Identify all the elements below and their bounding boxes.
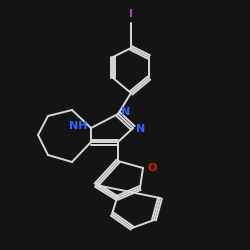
Text: I: I <box>129 9 133 19</box>
Text: N: N <box>121 107 130 117</box>
Text: NH: NH <box>68 121 87 131</box>
Text: N: N <box>136 124 145 134</box>
Text: O: O <box>147 163 156 173</box>
